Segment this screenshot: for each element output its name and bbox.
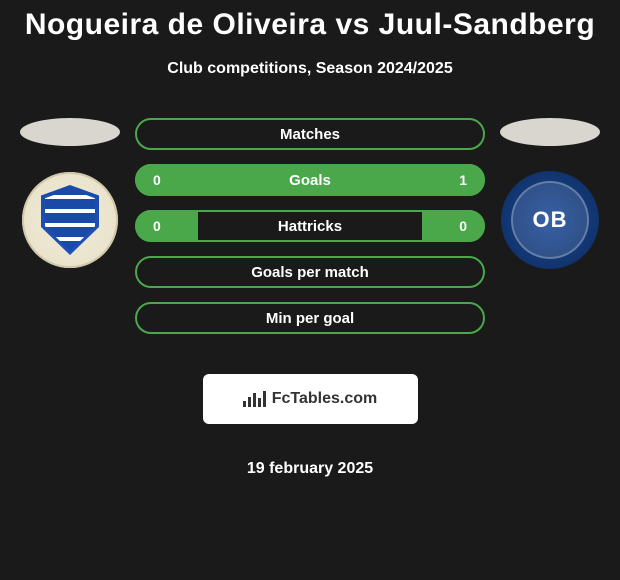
subtitle: Club competitions, Season 2024/2025 (10, 60, 610, 78)
stat-label: Min per goal (266, 310, 354, 327)
stats-column: Matches 0 Goals 1 0 Hattricks 0 Goals pe… (130, 118, 490, 478)
club-logo-left (20, 170, 120, 270)
main-row: Matches 0 Goals 1 0 Hattricks 0 Goals pe… (10, 118, 610, 478)
stat-value-left: 0 (153, 218, 161, 234)
stat-value-right: 1 (459, 172, 467, 188)
ob-badge-icon: OB (501, 171, 599, 269)
infographic-root: Nogueira de Oliveira vs Juul-Sandberg Cl… (0, 0, 620, 486)
stat-fill-left (135, 164, 198, 196)
player1-ellipse (20, 118, 120, 146)
stat-pill-gpm: Goals per match (135, 256, 485, 288)
brand-name: FcTables.com (272, 390, 378, 408)
stat-value-left: 0 (153, 172, 161, 188)
stat-label: Goals (289, 172, 331, 189)
stat-label: Goals per match (251, 264, 369, 281)
stat-value-right: 0 (459, 218, 467, 234)
stat-label: Hattricks (278, 218, 342, 235)
hbk-shield-icon (22, 172, 118, 268)
date-label: 19 february 2025 (247, 460, 373, 478)
right-side-col (490, 118, 610, 146)
ob-text: OB (533, 207, 568, 233)
brand-box: FcTables.com (203, 374, 418, 424)
club-logo-right: OB (500, 170, 600, 270)
stat-pill-matches: Matches (135, 118, 485, 150)
stat-pill-hattricks: 0 Hattricks 0 (135, 210, 485, 242)
page-title: Nogueira de Oliveira vs Juul-Sandberg (10, 8, 610, 42)
bar-chart-icon (243, 391, 266, 407)
player2-ellipse (500, 118, 600, 146)
vs-label: vs (335, 8, 369, 41)
stat-pill-mpg: Min per goal (135, 302, 485, 334)
stat-label: Matches (280, 126, 340, 143)
stat-fill-left (135, 210, 198, 242)
player1-name: Nogueira de Oliveira (25, 8, 327, 41)
stat-fill-right (422, 210, 485, 242)
stat-pill-goals: 0 Goals 1 (135, 164, 485, 196)
player2-name: Juul-Sandberg (379, 8, 596, 41)
stat-fill-right (198, 164, 485, 196)
left-side-col (10, 118, 130, 146)
